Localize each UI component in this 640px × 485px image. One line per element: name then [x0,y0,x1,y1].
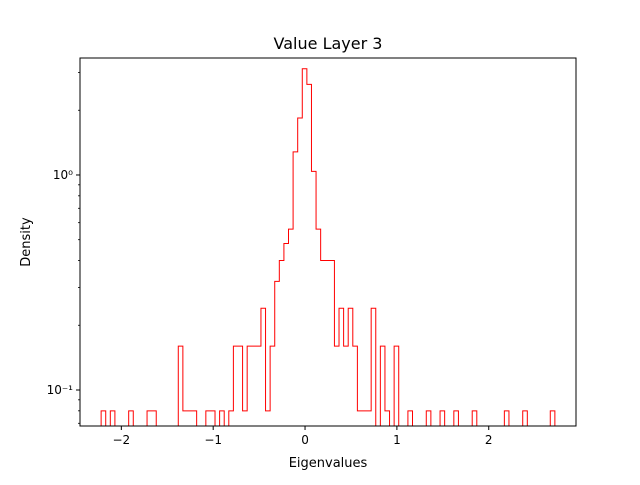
histogram-bin [550,411,555,426]
x-axis-label: Eigenvalues [289,456,368,471]
x-tick-label: −2 [112,433,130,447]
x-tick-label: 1 [393,433,401,447]
histogram-bin [233,346,242,426]
histogram-bin [206,411,215,426]
histogram-bin [321,261,335,426]
histogram-bin [334,346,339,426]
histogram-bin [275,281,280,426]
histogram-bin [454,411,459,426]
histogram-bin [229,411,234,426]
histogram-bin [316,229,321,426]
x-tick-label: 2 [485,433,493,447]
histogram-bin [472,411,477,426]
histogram-bin [279,261,284,426]
histogram-step-line [100,68,556,427]
x-tick-label: 0 [301,433,309,447]
y-tick-label: 10⁻¹ [47,383,74,397]
histogram-bin [380,346,385,426]
histogram-bin [371,308,376,426]
histogram-bin [266,411,271,426]
histogram-bin [261,308,266,426]
histogram-bin [129,411,134,426]
y-axis-label: Density [19,217,34,267]
histogram-bin [183,411,197,426]
histogram-bin [344,346,349,426]
histogram-bin [353,346,358,426]
histogram-bin [307,84,312,426]
histogram-bin [339,308,344,426]
histogram-bin [293,152,298,426]
x-tick-label: −1 [204,433,222,447]
histogram-bin [302,69,307,426]
histogram-bin [110,411,115,426]
histogram-bin [426,411,431,426]
histogram-bin [357,411,371,426]
histogram-bin [504,411,509,426]
histogram-bin [385,411,390,426]
y-tick-label: 10⁰ [53,168,73,182]
histogram-bin [394,346,399,426]
histogram-bin [243,411,248,426]
histogram-bin [147,411,156,426]
histogram-bin [523,411,528,426]
histogram-bin [178,346,183,426]
plot-frame [79,57,577,427]
histogram-bin [220,411,225,426]
histogram-bin [289,229,294,426]
histogram-bin [101,411,106,426]
histogram-bin [408,411,413,426]
histogram-bin [440,411,445,426]
histogram-bin [311,171,316,426]
histogram-bin [270,346,275,426]
histogram-bin [247,346,261,426]
histogram-bin [284,244,289,426]
chart-title: Value Layer 3 [274,34,383,53]
histogram-bin [298,118,303,426]
ticks-layer: −2 −1 0 1 2 10⁻¹ 10⁰ [47,71,493,447]
series-layer [100,68,556,427]
histogram-bin [348,308,353,426]
